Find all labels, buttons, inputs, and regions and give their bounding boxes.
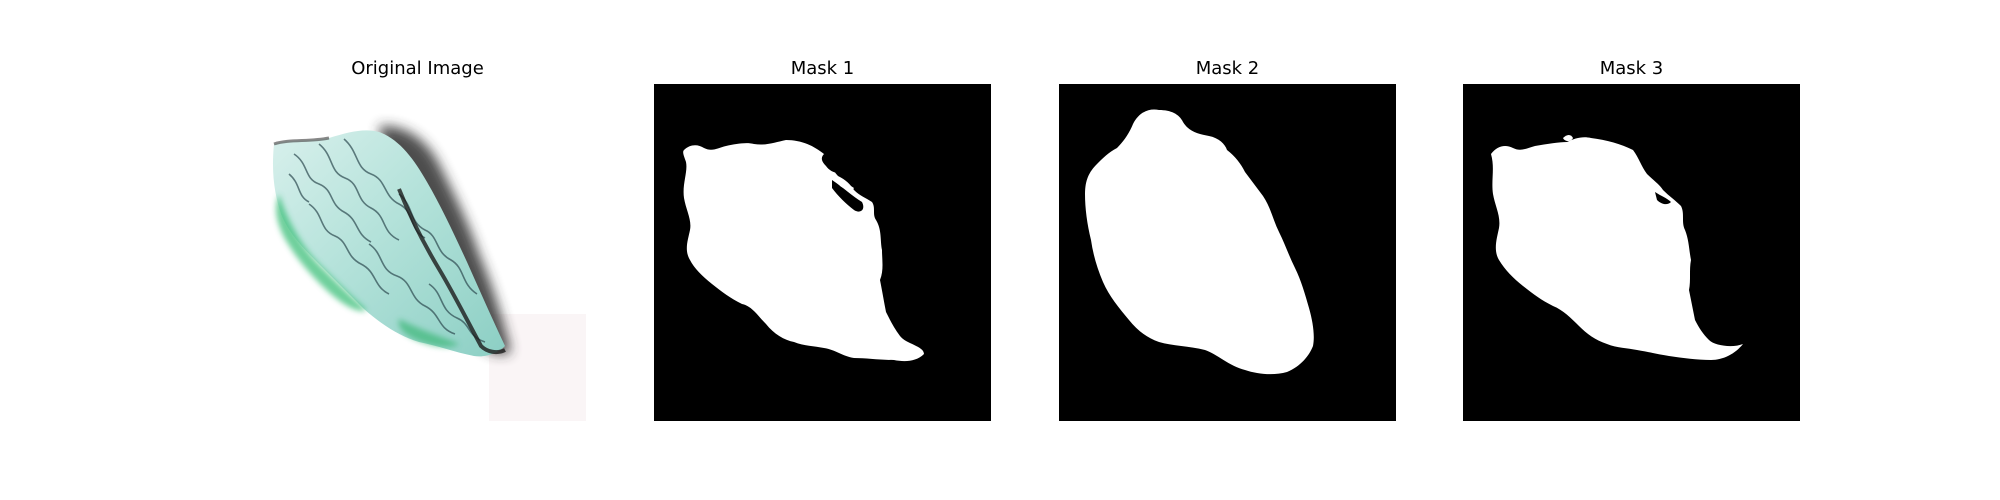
original-image <box>249 84 586 421</box>
panel-mask-1: Mask 1 <box>654 0 991 500</box>
mask-2-region <box>1085 109 1314 375</box>
mask-1-region <box>683 140 924 362</box>
panel-mask-3: Mask 3 <box>1463 0 1800 500</box>
panel-title: Mask 2 <box>1195 58 1260 79</box>
mask-1-image <box>654 84 991 421</box>
panel-title: Mask 1 <box>790 58 855 79</box>
mask-3-region <box>1491 137 1743 360</box>
panel-title: Mask 3 <box>1599 58 1664 79</box>
panel-title: Original Image <box>351 58 484 79</box>
tissue-green <box>276 194 367 312</box>
panel-mask-2: Mask 2 <box>1059 0 1396 500</box>
mask-3-image <box>1463 84 1800 421</box>
mask-2-image <box>1059 84 1396 421</box>
tissue-body <box>272 130 505 357</box>
panel-original-image: Original Image <box>249 0 586 500</box>
